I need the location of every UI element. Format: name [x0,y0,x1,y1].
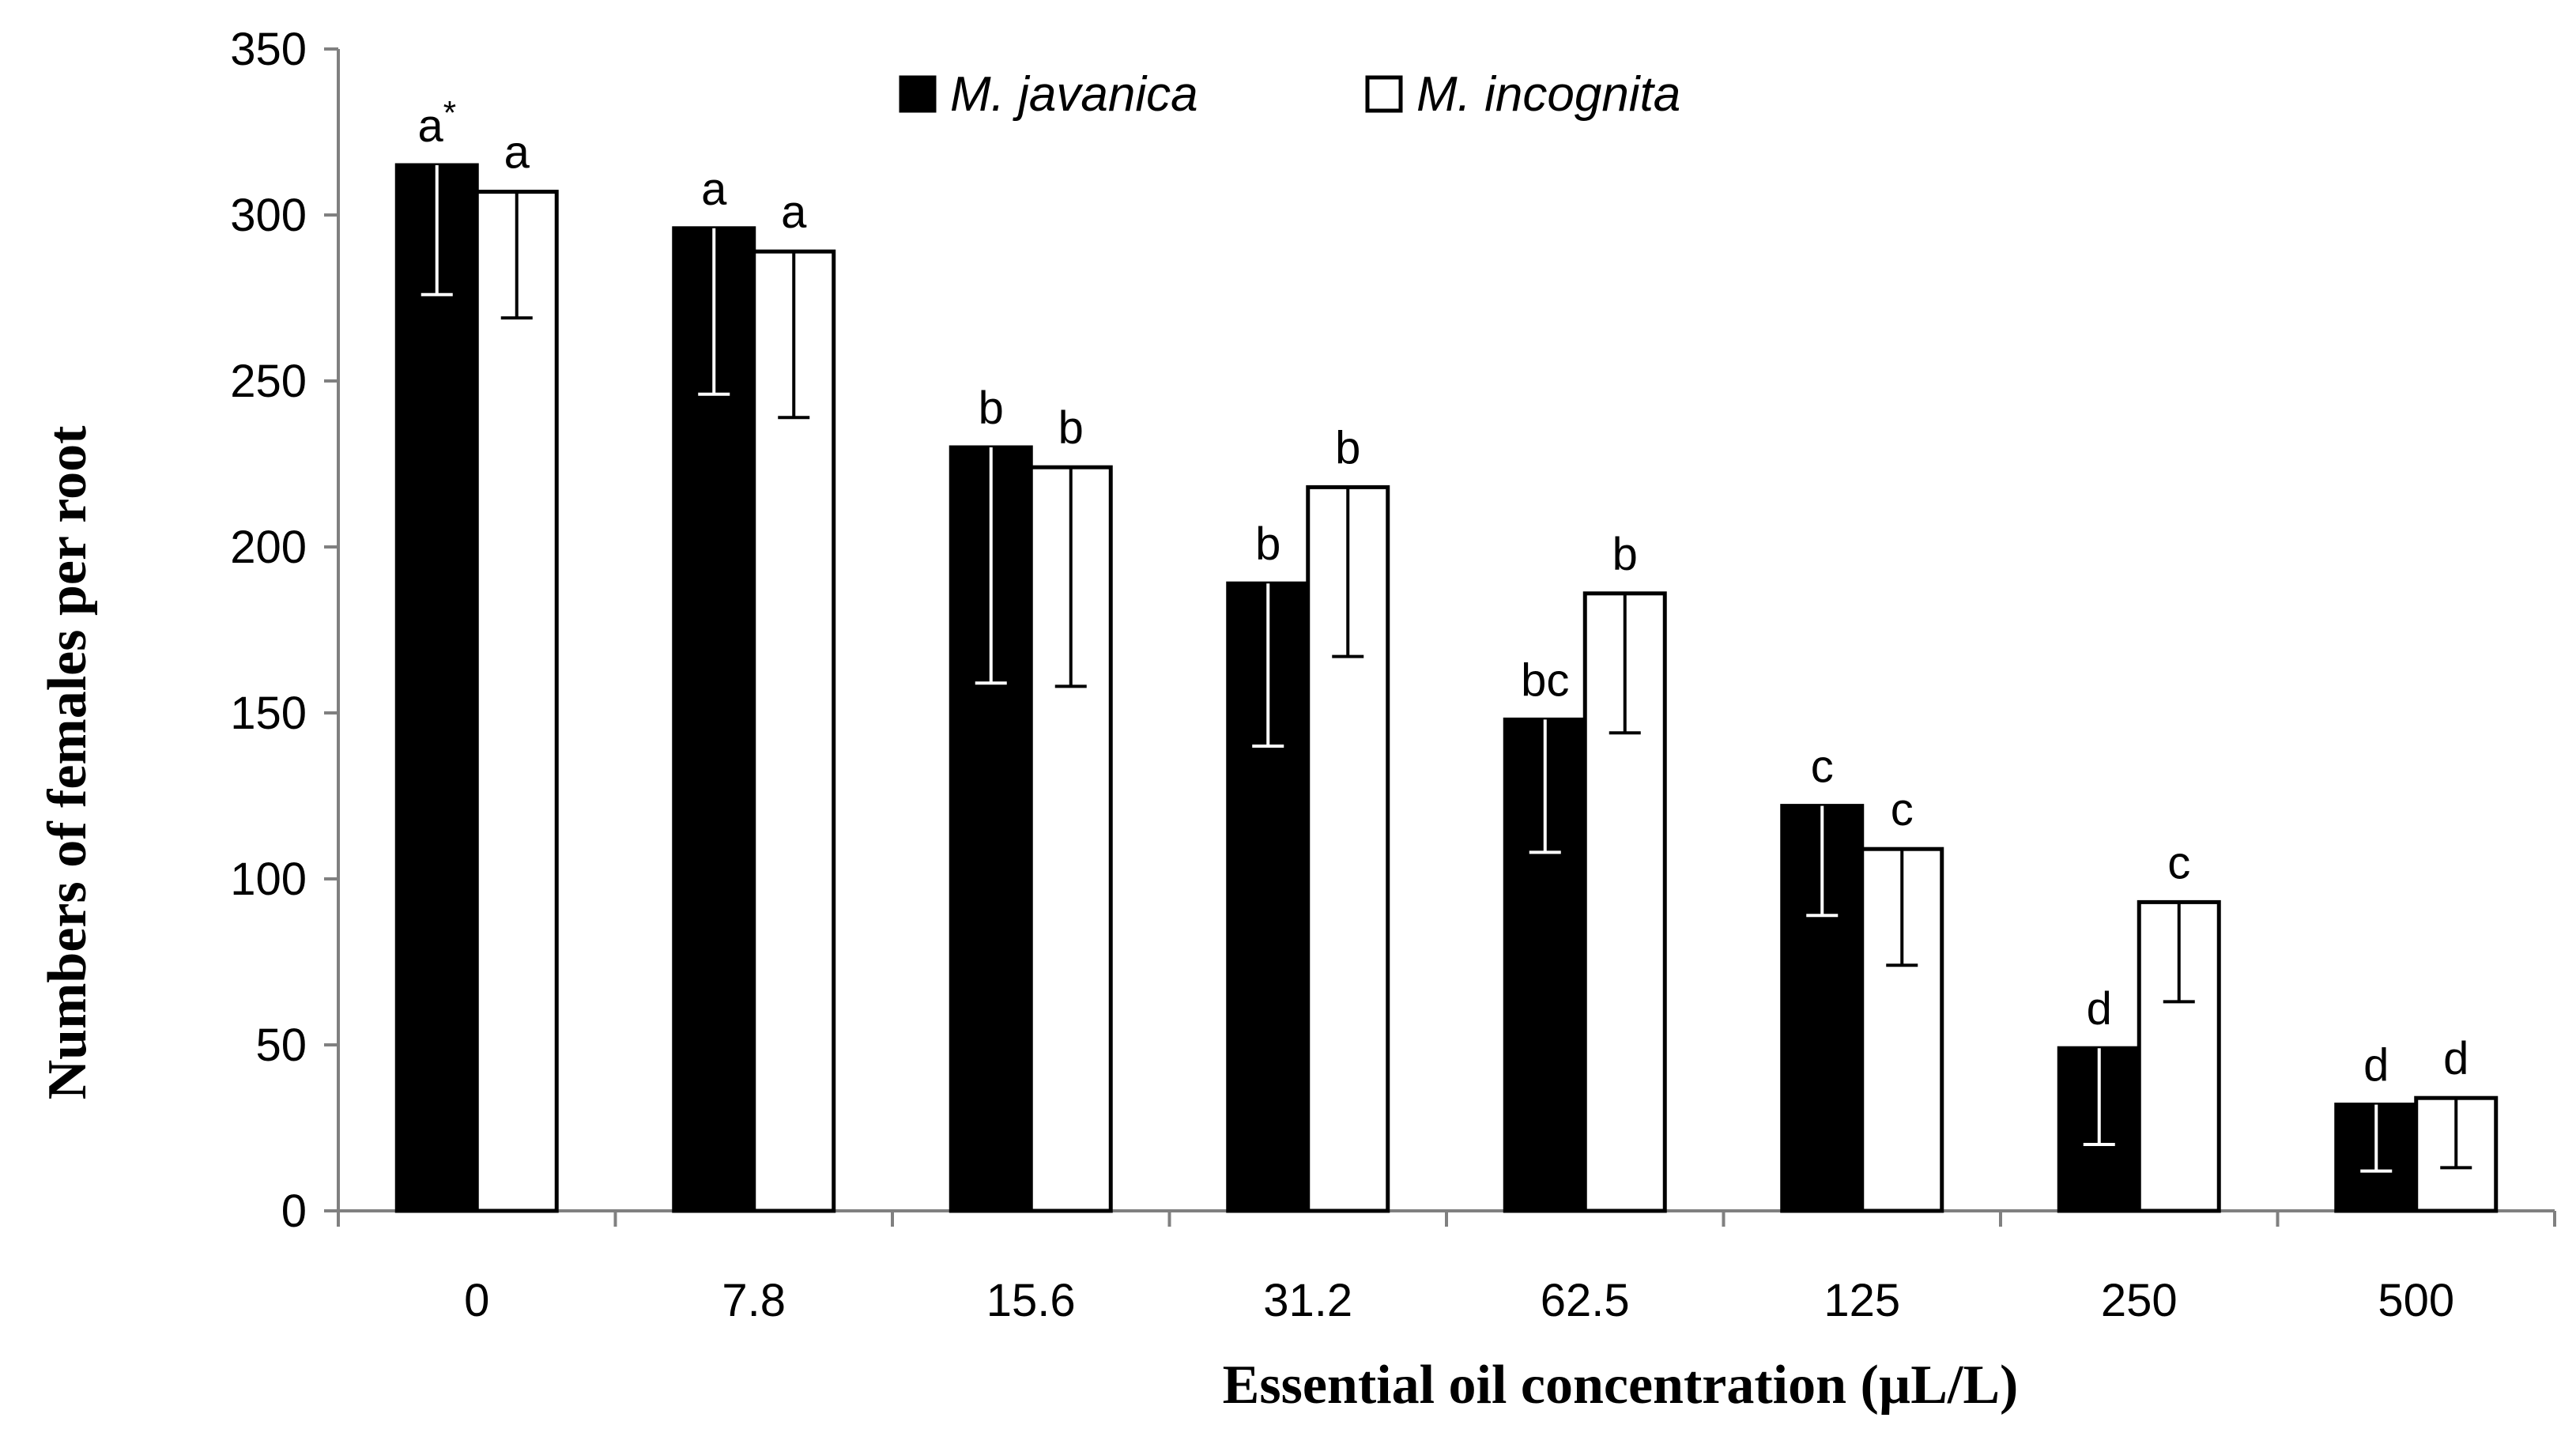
y-axis-title: Numbers of females per root [37,426,98,1100]
significance-letter: bc [1521,654,1569,706]
x-axis-title: Essential oil concentration (µL/L) [1223,1355,2019,1416]
significance-letter: d [2443,1033,2469,1084]
y-tick-label: 200 [230,522,307,573]
significance-letter: c [1811,741,1834,793]
significance-letter: b [979,383,1004,434]
bar-m-incognita [474,190,559,1213]
y-tick-label: 300 [230,190,307,241]
x-tick-label: 250 [2101,1275,2178,1326]
legend-label-m-javanica: M. javanica [950,67,1198,122]
x-tick-label: 500 [2378,1275,2454,1326]
significance-letter: a* [417,94,456,152]
significance-letter: b [1255,518,1280,570]
x-tick-label: 7.8 [722,1275,786,1326]
bar-m-incognita [1860,846,1944,1213]
significance-letter: d [2363,1040,2389,1092]
y-tick-label: 50 [255,1020,307,1071]
x-tick-label: 0 [464,1275,489,1326]
x-tick-label: 125 [1824,1275,1900,1326]
significance-letter: a [781,187,807,238]
significance-asterisk: * [443,94,456,131]
significance-letter: c [1891,784,1914,835]
y-tick-label: 0 [281,1186,307,1237]
significance-letter: b [1335,422,1360,473]
y-tick-label: 250 [230,356,307,407]
legend-label-m-incognita: M. incognita [1416,67,1680,122]
significance-letter: b [1612,529,1638,580]
x-tick-label: 62.5 [1541,1275,1630,1326]
significance-letter: c [2167,837,2190,888]
significance-letter: d [2087,983,2112,1035]
x-tick-label: 15.6 [986,1275,1076,1326]
significance-letter: a [504,127,530,179]
y-tick-label: 150 [230,688,307,739]
bar-m-javanica [394,163,479,1213]
legend-swatch-m-javanica [899,75,937,113]
significance-letter: b [1058,402,1084,454]
y-tick-label: 100 [230,854,307,905]
x-tick-label: 31.2 [1263,1275,1352,1326]
y-tick-label: 350 [230,24,307,75]
significance-letter: a [701,164,727,215]
legend-swatch-m-incognita [1365,75,1403,113]
